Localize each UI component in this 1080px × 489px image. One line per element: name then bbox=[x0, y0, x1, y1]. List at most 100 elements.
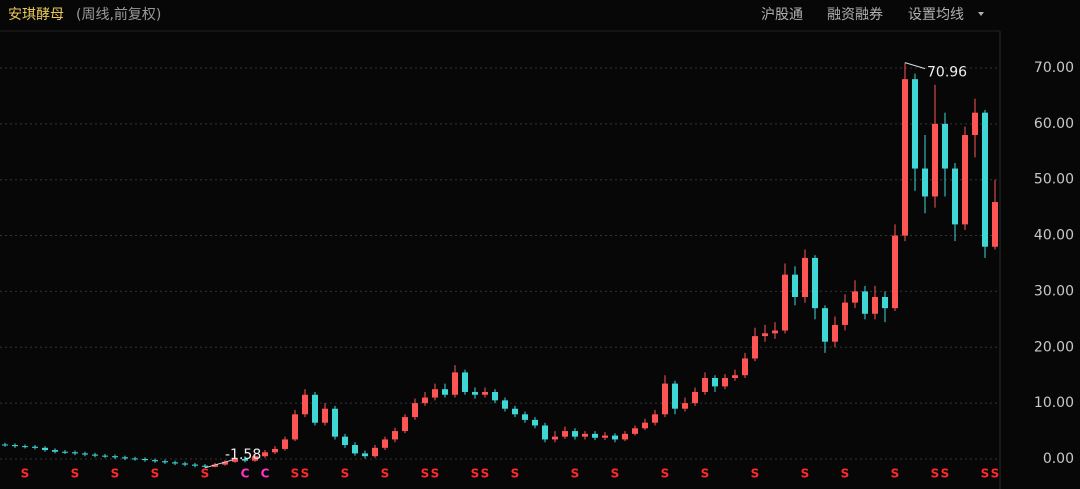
max-label: 70.96 bbox=[927, 65, 967, 81]
period-note: (周线,前复权) bbox=[76, 6, 161, 23]
candle-body bbox=[632, 428, 638, 434]
y-tick-label: 20.00 bbox=[1034, 339, 1074, 355]
link[interactable]: 融资融券 bbox=[827, 7, 883, 23]
candle-body bbox=[52, 450, 58, 452]
candle-body bbox=[612, 435, 618, 440]
candle-body bbox=[492, 391, 498, 401]
candle-body bbox=[892, 235, 898, 309]
candle-body bbox=[412, 403, 418, 418]
candle-body bbox=[832, 324, 838, 342]
signal-marker: S bbox=[291, 467, 300, 481]
candle-body bbox=[192, 464, 198, 466]
signal-marker: S bbox=[571, 467, 580, 481]
signal-marker: S bbox=[801, 467, 810, 481]
candle-body bbox=[142, 458, 148, 461]
candle-body bbox=[882, 297, 888, 309]
candle-body bbox=[502, 400, 508, 409]
signal-marker: S bbox=[431, 467, 440, 481]
candle-body bbox=[792, 274, 798, 298]
candle-body bbox=[522, 414, 528, 420]
link[interactable]: 沪股通 bbox=[761, 7, 803, 23]
y-tick-label: 70.00 bbox=[1034, 60, 1074, 76]
candle-body bbox=[162, 461, 168, 463]
candle-body bbox=[302, 394, 308, 415]
candle-body bbox=[152, 460, 158, 462]
candle-body bbox=[252, 456, 258, 461]
candle-body bbox=[572, 431, 578, 437]
candle-body bbox=[512, 408, 518, 415]
candle-body bbox=[182, 463, 188, 465]
candle-body bbox=[462, 372, 468, 392]
dropdown-arrow[interactable] bbox=[978, 12, 984, 16]
signal-marker: S bbox=[611, 467, 620, 481]
candle-body bbox=[592, 433, 598, 438]
signal-marker: S bbox=[991, 467, 1000, 481]
candle-body bbox=[362, 453, 368, 457]
candle-body bbox=[452, 372, 458, 395]
signal-marker: S bbox=[751, 467, 760, 481]
candle-body bbox=[372, 447, 378, 457]
candle-body bbox=[272, 448, 278, 453]
candle-body bbox=[482, 391, 488, 395]
candle-body bbox=[222, 461, 228, 465]
candle-body bbox=[102, 455, 108, 457]
signal-marker: S bbox=[341, 467, 350, 481]
candle-body bbox=[852, 291, 858, 303]
candle-body bbox=[812, 257, 818, 309]
signal-marker: S bbox=[701, 467, 710, 481]
candle-body bbox=[732, 375, 738, 379]
min-label: -1.58 bbox=[225, 447, 261, 463]
candle-body bbox=[282, 439, 288, 449]
candle-body bbox=[92, 454, 98, 456]
signal-marker: S bbox=[71, 467, 80, 481]
candle-body bbox=[932, 123, 938, 197]
candle-body bbox=[682, 403, 688, 409]
candle-body bbox=[32, 446, 38, 448]
candle-body bbox=[2, 444, 8, 446]
candle-body bbox=[992, 202, 998, 247]
min-pointer bbox=[204, 459, 234, 469]
signal-marker: S bbox=[981, 467, 990, 481]
candle-body bbox=[762, 333, 768, 337]
candle-body bbox=[382, 439, 388, 448]
candle-body bbox=[652, 414, 658, 423]
candle-body bbox=[342, 436, 348, 446]
candle-body bbox=[582, 433, 588, 437]
candle-body bbox=[472, 391, 478, 395]
candle-body bbox=[692, 391, 698, 404]
signal-marker: S bbox=[891, 467, 900, 481]
candle-body bbox=[722, 378, 728, 387]
candle-body bbox=[962, 135, 968, 225]
candle-body bbox=[112, 456, 118, 458]
candle-body bbox=[232, 458, 238, 462]
signal-marker: S bbox=[301, 467, 310, 481]
candle-body bbox=[22, 446, 28, 448]
signal-marker: S bbox=[941, 467, 950, 481]
candle-body bbox=[202, 465, 208, 467]
signal-marker: S bbox=[111, 467, 120, 481]
candle-body bbox=[712, 378, 718, 387]
signal-marker: S bbox=[841, 467, 850, 481]
signal-marker: S bbox=[421, 467, 430, 481]
y-tick-label: 50.00 bbox=[1034, 172, 1074, 188]
signal-marker: S bbox=[481, 467, 490, 481]
candle-body bbox=[212, 464, 218, 467]
y-tick-label: 40.00 bbox=[1034, 228, 1074, 244]
candle-body bbox=[902, 79, 908, 236]
signal-marker: C bbox=[241, 467, 250, 481]
y-tick-label: 30.00 bbox=[1034, 283, 1074, 299]
candle-body bbox=[42, 447, 48, 451]
candle-body bbox=[332, 408, 338, 437]
candle-body bbox=[952, 168, 958, 225]
candle-body bbox=[822, 308, 828, 342]
candle-body bbox=[82, 453, 88, 455]
signal-marker: S bbox=[381, 467, 390, 481]
candle-body bbox=[442, 389, 448, 395]
candle-body bbox=[642, 422, 648, 429]
candle-body bbox=[602, 435, 608, 438]
link[interactable]: 设置均线 bbox=[908, 7, 964, 23]
candle-body bbox=[352, 445, 358, 454]
max-pointer bbox=[904, 62, 926, 70]
candle-body bbox=[122, 457, 128, 459]
